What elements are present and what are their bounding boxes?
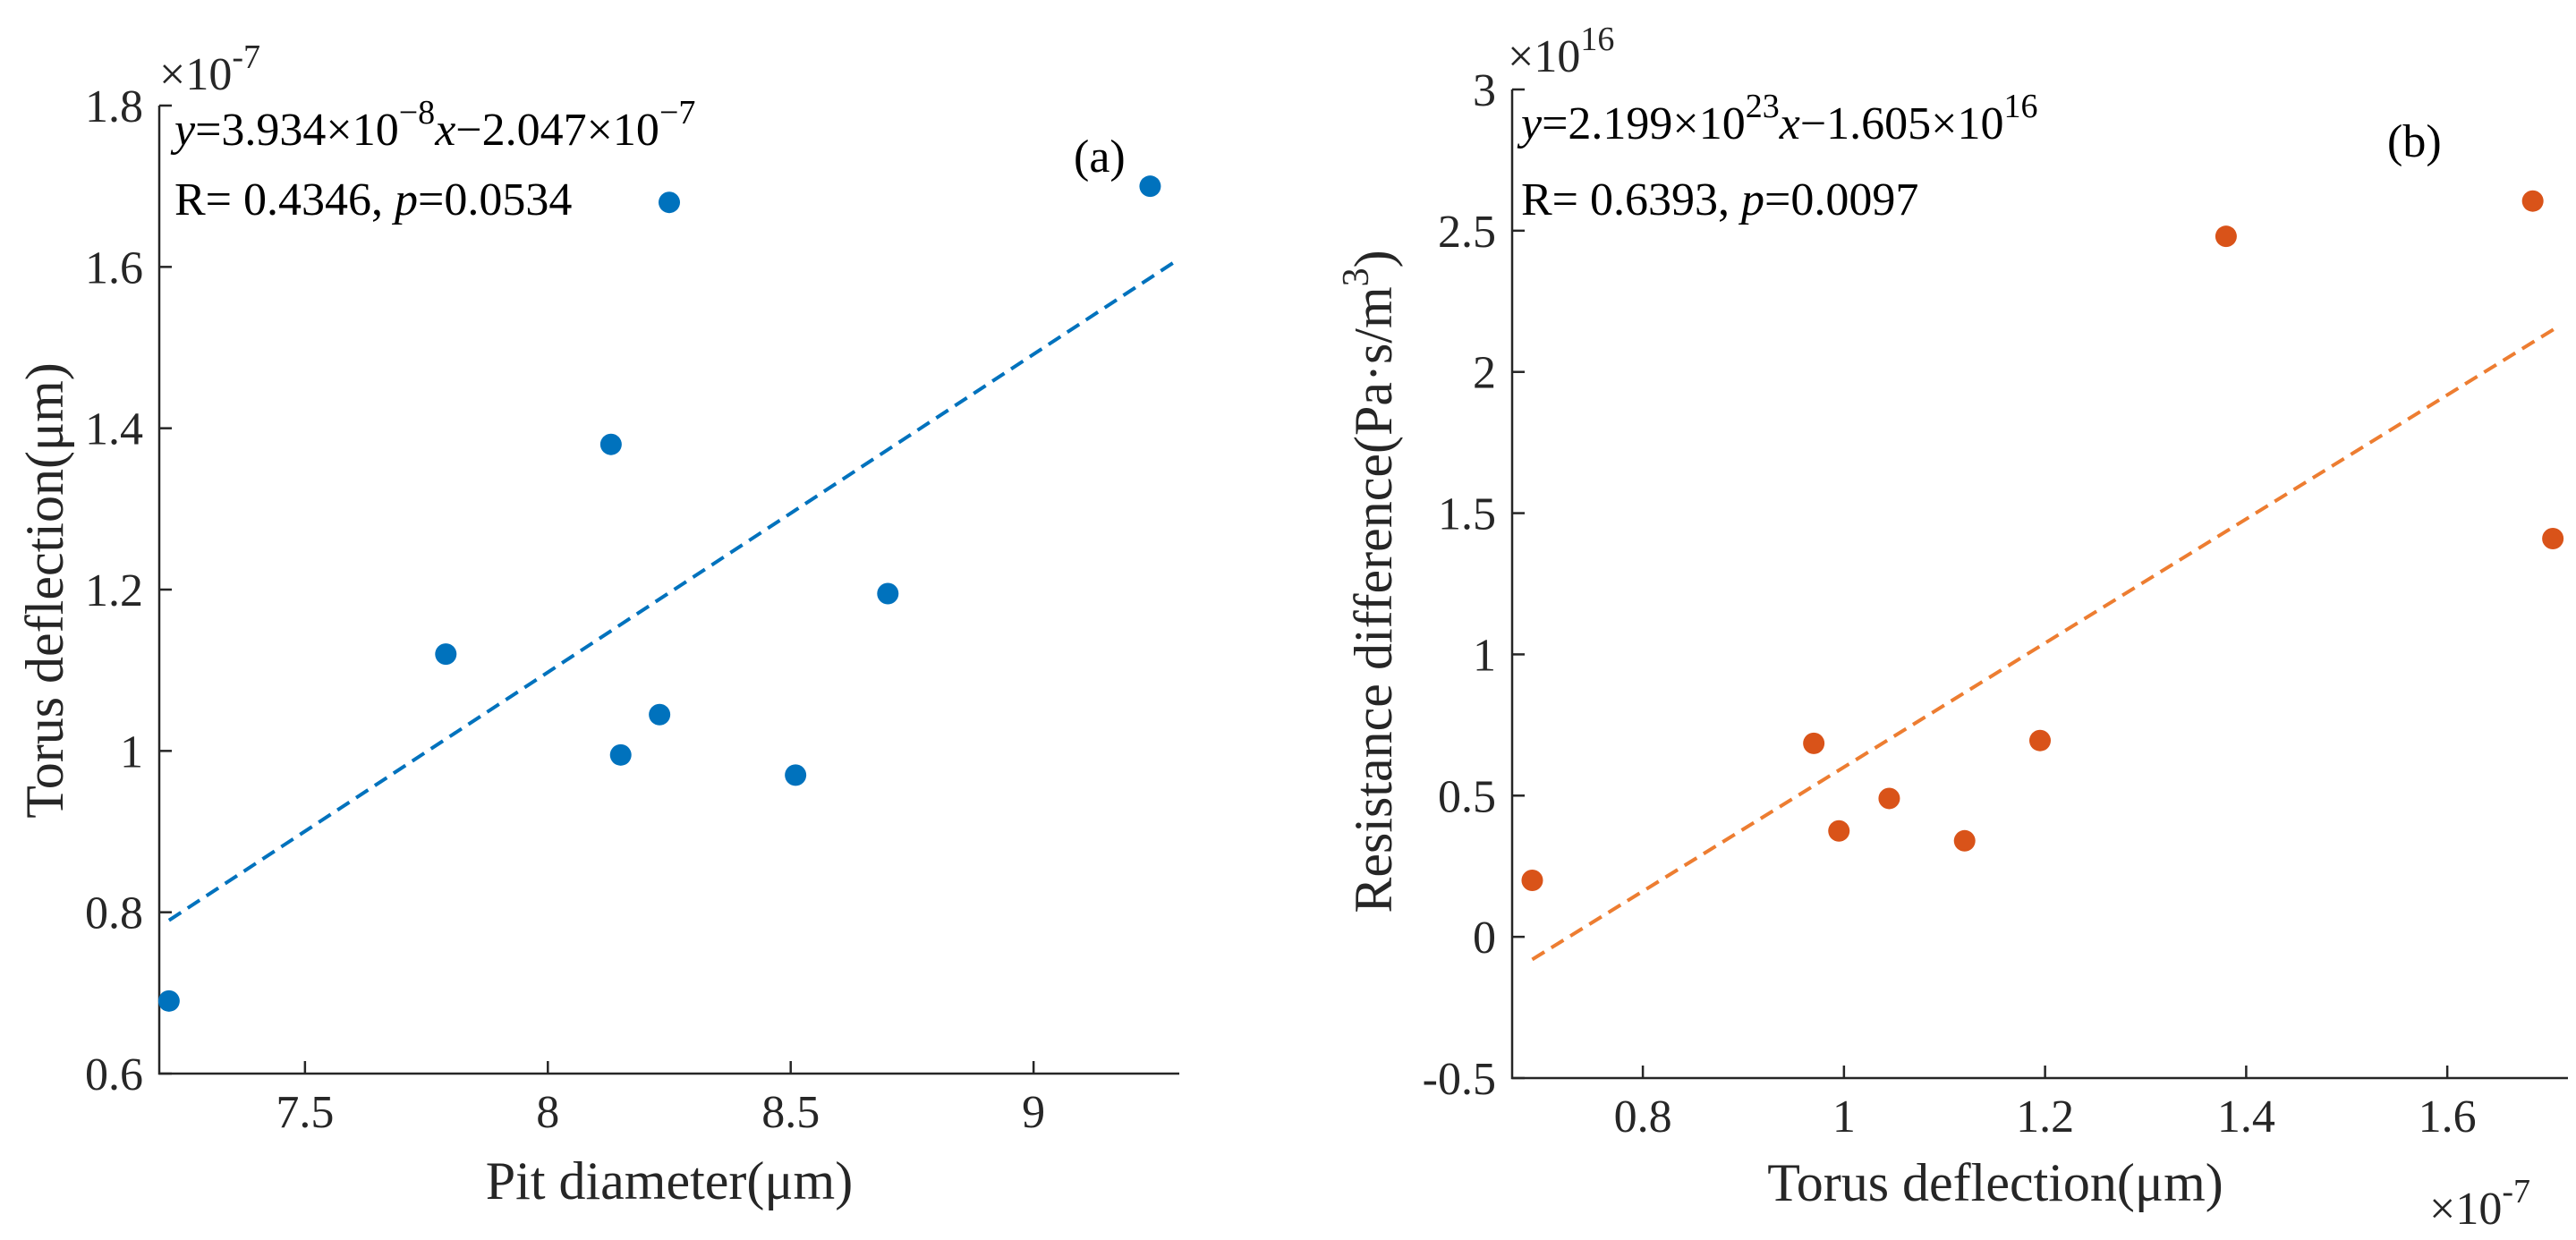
panel-b-ytick-label: 0.5 <box>1438 771 1496 822</box>
panel-a-data-point <box>659 191 680 214</box>
panel-b-xtick-label: 1.2 <box>2016 1091 2074 1142</box>
panel-a-ytick-label: 0.6 <box>85 1049 143 1100</box>
panel-b-xtick-label: 1 <box>1832 1091 1856 1142</box>
panel-b-ytick-label: 0 <box>1473 913 1496 964</box>
panel-a-ylabel: Torus deflection(μm) <box>15 362 74 818</box>
panel-b-x-exponent: ×10-7 <box>2429 1173 2530 1235</box>
panel-b-xtick-label: 0.8 <box>1614 1091 1672 1142</box>
panel-b-data-point <box>2029 729 2051 752</box>
panel-a-ytick-label: 1.6 <box>85 242 143 293</box>
panel-a-data-point <box>649 703 671 726</box>
panel-a-equation: y=3.934×10−8x−2.047×10−7 <box>170 94 695 156</box>
panel-a-data-point <box>1139 175 1161 198</box>
panel-b-data-point <box>1521 870 1543 891</box>
panel-b-data-point <box>2542 527 2564 549</box>
panel-a-y-exponent: ×10-7 <box>159 38 260 100</box>
panel-b-xtick-label: 1.6 <box>2419 1091 2477 1142</box>
panel-a-stats: R= 0.4346, p=0.0534 <box>174 174 572 225</box>
panel-a-ytick-label: 1 <box>120 726 143 777</box>
panel-b-axes-box <box>1510 89 2568 1080</box>
panel-b-ytick-label: 3 <box>1473 65 1496 116</box>
panel-a-ytick-label: 0.8 <box>85 888 143 939</box>
panel-b-data-point <box>1953 829 1976 852</box>
panel-b-xtick-label: 1.4 <box>2217 1091 2275 1142</box>
panel-a-points <box>157 175 1161 1012</box>
panel-a-xlabel: Pit diameter(μm) <box>486 1151 853 1210</box>
panel-b-ytick-label: 2.5 <box>1438 207 1496 258</box>
panel-b-chart: 0.8 1 1.2 1.4 1.6 -0.5 0 0.5 1 1.5 2 2.5 3 ×1016 ×10… <box>1336 21 2568 1235</box>
panel-b-points <box>1521 190 2564 891</box>
panel-b-equation: y=2.199×1023x−1.605×1016 <box>1517 88 2038 149</box>
panel-b-stats: R= 0.6393, p=0.0097 <box>1521 174 1918 225</box>
panel-b-data-point <box>1878 787 1900 810</box>
panel-a-ytick-label: 1.8 <box>85 81 143 132</box>
panel-b-data-point <box>1803 732 1825 754</box>
panel-a-xtick-label: 9 <box>1022 1087 1045 1138</box>
panel-a-ytick-label: 1.2 <box>85 565 143 616</box>
panel-b-ytick-label: 1.5 <box>1438 489 1496 540</box>
panel-a-xtick-label: 7.5 <box>276 1087 334 1138</box>
panel-a-label: (a) <box>1074 132 1126 183</box>
panel-a-ytick-label: 1.4 <box>85 404 143 455</box>
panel-a-xtick-label: 8.5 <box>761 1087 820 1138</box>
panel-b-ytick-label: 2 <box>1473 348 1496 399</box>
panel-a-data-point <box>785 764 807 786</box>
panel-a-fit-line <box>167 257 1181 922</box>
panel-a-xtick-label: 8 <box>536 1087 559 1138</box>
panel-a-ticks: 7.5 8 8.5 9 0.6 0.8 1 1.2 1.4 1.6 1.8 <box>85 81 1045 1138</box>
panel-b-ytick-label: -0.5 <box>1423 1054 1496 1105</box>
panel-b-label: (b) <box>2387 116 2442 167</box>
panel-b-fit-line <box>1531 325 2559 962</box>
panel-b-ylabel: Resistance difference(Pa·s/m3) <box>1336 250 1403 913</box>
panel-b-y-exponent: ×1016 <box>1508 21 1614 82</box>
panel-b-ytick-label: 1 <box>1473 630 1496 681</box>
panel-b-data-point <box>1828 820 1850 842</box>
panel-a-data-point <box>599 433 622 455</box>
panel-b-ticks: 0.8 1 1.2 1.4 1.6 -0.5 0 0.5 1 1.5 2 2.5 3 <box>1423 65 2477 1142</box>
panel-a-data-point <box>157 989 180 1012</box>
panel-a-chart: 7.5 8 8.5 9 0.6 0.8 1 1.2 1.4 1.6 1.8 ×10-7 Torus … <box>15 38 1181 1210</box>
panel-b-xlabel: Torus deflection(μm) <box>1767 1153 2223 1212</box>
panel-b-data-point <box>2215 225 2237 248</box>
panel-a-data-point <box>609 743 632 766</box>
panel-a-axes-box <box>157 106 1179 1075</box>
panel-a-data-point <box>877 582 899 605</box>
panel-a-data-point <box>435 643 457 666</box>
panel-b-data-point <box>2521 190 2544 212</box>
